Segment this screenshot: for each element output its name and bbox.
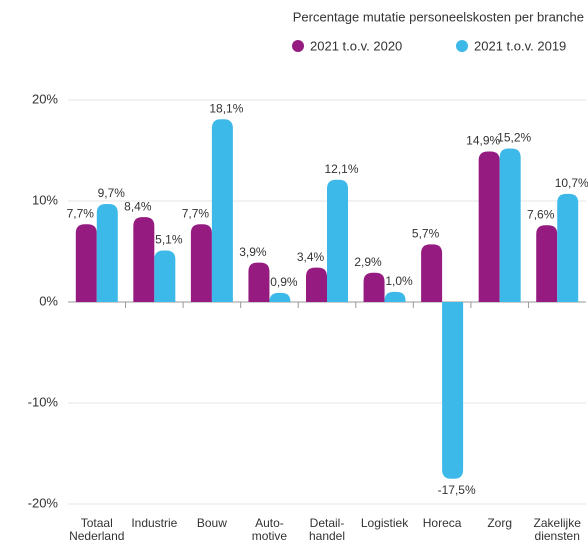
value-label: 5,7% [412, 227, 440, 241]
value-label: 2,9% [354, 255, 382, 269]
value-label: 15,2% [497, 131, 531, 145]
x-tick-line: Detail- [310, 516, 345, 530]
x-tick-label: Industrie [131, 516, 177, 530]
value-label: 8,4% [124, 199, 152, 213]
bar [269, 292, 291, 302]
x-tick-label: Bouw [197, 516, 227, 530]
value-label: 7,7% [67, 206, 95, 220]
bar [133, 217, 155, 302]
bar [75, 224, 97, 302]
bar [478, 151, 500, 302]
bar [154, 250, 176, 302]
bar [442, 302, 464, 479]
y-tick-label: 0% [39, 293, 58, 308]
y-tick-label: -20% [28, 495, 59, 510]
legend-label: 2021 t.o.v. 2020 [310, 38, 402, 53]
bar [363, 272, 385, 302]
value-label: 18,1% [209, 101, 243, 115]
x-tick-line: Zorg [487, 516, 512, 530]
x-tick-line: Zakelijke [534, 516, 582, 530]
legend-label: 2021 t.o.v. 2019 [474, 38, 566, 53]
x-tick-label: Totaal Nederland [69, 516, 124, 543]
bar [190, 224, 212, 302]
x-tick-line: Auto- [255, 516, 284, 530]
bar [384, 291, 406, 302]
x-tick-line: diensten [535, 529, 580, 543]
bar [248, 262, 270, 302]
x-tick-label: Auto-motive [252, 516, 288, 543]
bar [96, 204, 118, 302]
value-label: 3,9% [239, 245, 267, 259]
x-tick-label: Logistiek [361, 516, 409, 530]
y-tick-label: 20% [32, 91, 58, 106]
value-label: 9,7% [98, 186, 126, 200]
value-label: 14,9% [466, 134, 500, 148]
x-tick-line: motive [252, 529, 288, 543]
value-label: 3,4% [297, 250, 325, 264]
bar [327, 179, 348, 302]
chart-title: Percentage mutatie personeelskosten per … [293, 9, 584, 24]
x-tick-label: Horeca [423, 516, 462, 530]
x-tick-label: Zakelijke diensten [534, 516, 582, 543]
value-label: 10,7% [555, 176, 588, 190]
x-tick-line: handel [309, 529, 345, 543]
x-tick-line: Horeca [423, 516, 462, 530]
value-label: -17,5% [438, 483, 476, 497]
bar [421, 244, 443, 302]
legend-marker [456, 40, 468, 52]
value-label: 1,0% [385, 274, 413, 288]
value-label: 12,1% [324, 162, 358, 176]
x-tick-line: Nederland [69, 529, 124, 543]
x-tick-line: Bouw [197, 516, 227, 530]
bar [211, 119, 233, 302]
bar [557, 193, 579, 302]
y-tick-label: 10% [32, 192, 58, 207]
legend-marker [292, 40, 304, 52]
value-label: 0,9% [270, 275, 298, 289]
bar [499, 148, 521, 302]
value-label: 7,7% [182, 206, 210, 220]
x-tick-label: Detail-handel [309, 516, 345, 543]
x-tick-label: Zorg [487, 516, 512, 530]
bar [536, 225, 558, 302]
value-label: 5,1% [155, 233, 183, 247]
x-tick-line: Totaal [81, 516, 113, 530]
x-tick-line: Logistiek [361, 516, 409, 530]
value-label: 7,6% [527, 207, 555, 221]
y-tick-label: -10% [28, 394, 59, 409]
x-tick-line: Industrie [131, 516, 177, 530]
bar [306, 267, 327, 302]
